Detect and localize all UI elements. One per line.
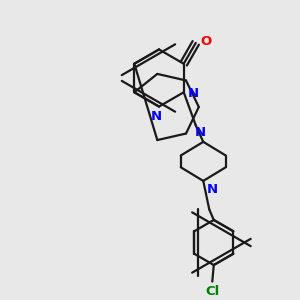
Text: N: N xyxy=(187,87,199,100)
Text: Cl: Cl xyxy=(205,285,219,298)
Text: N: N xyxy=(150,110,162,123)
Text: O: O xyxy=(200,35,211,48)
Text: N: N xyxy=(206,183,218,196)
Text: N: N xyxy=(195,126,206,140)
